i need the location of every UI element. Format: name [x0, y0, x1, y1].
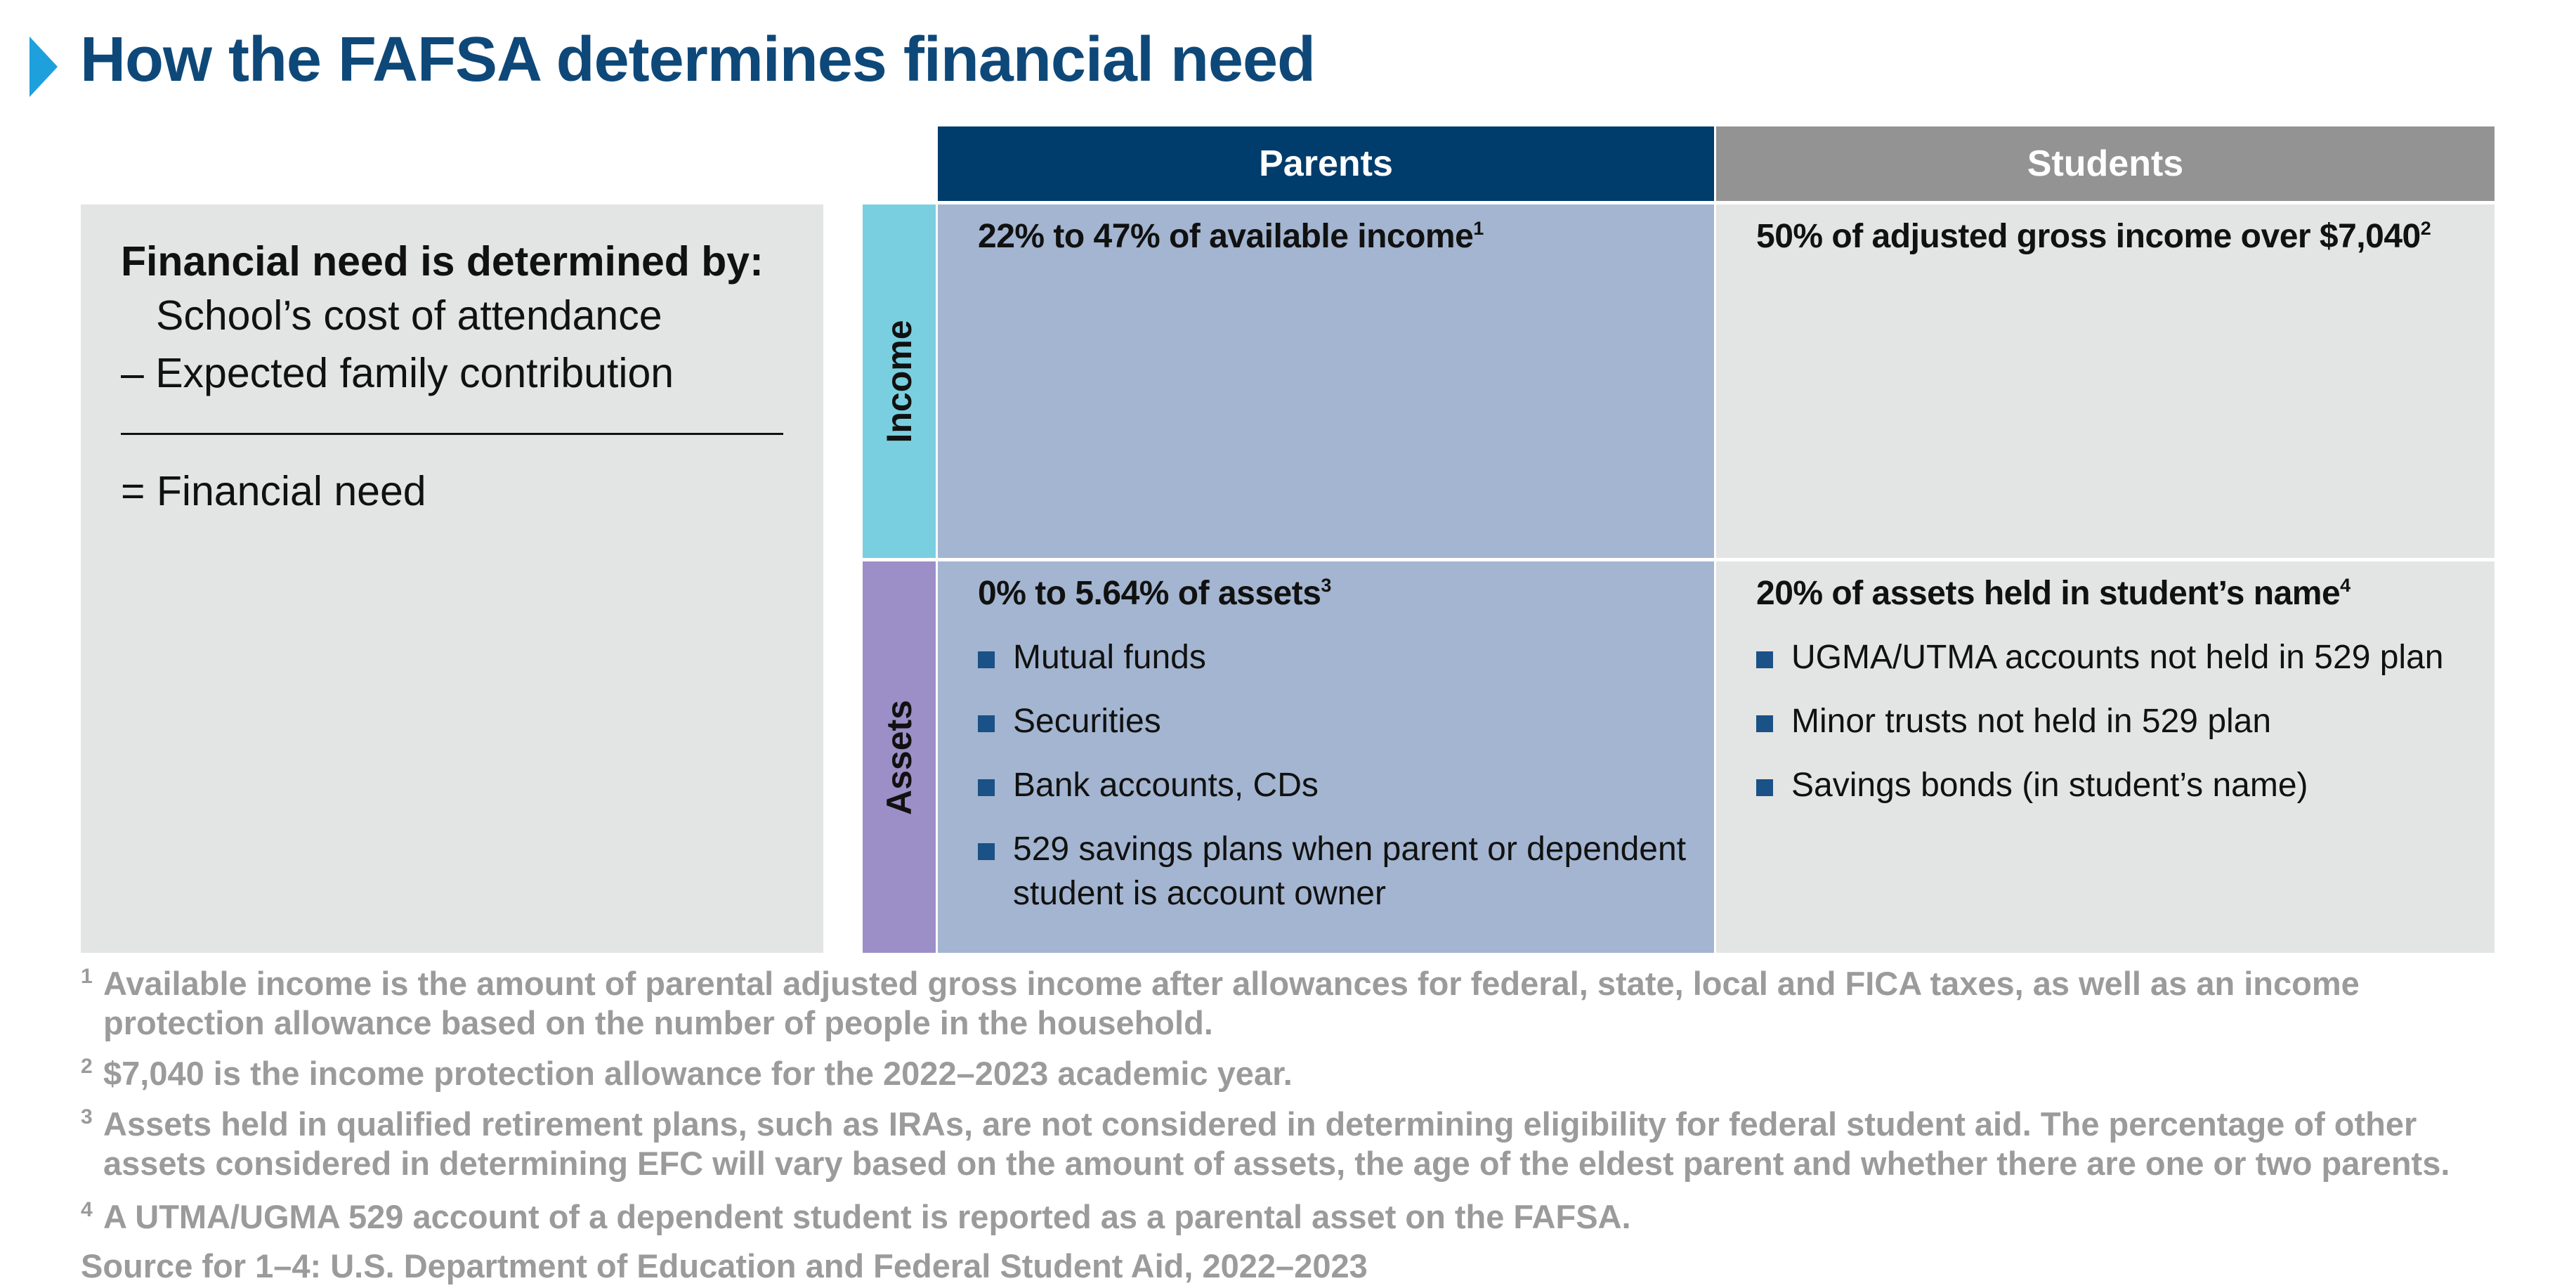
list-item: Minor trusts not held in 529 plan [1756, 699, 2443, 743]
formula-expected-contribution: – Expected family contribution [121, 350, 674, 396]
list-item: Savings bonds (in student’s name) [1756, 763, 2443, 807]
row-label-income-text: Income [880, 319, 919, 443]
footnote-text: $7,040 is the income protection allowanc… [103, 1055, 1293, 1092]
square-bullet-icon [1756, 715, 1773, 732]
list-item: UGMA/UTMA accounts not held in 529 plan [1756, 635, 2443, 679]
footnote-ref: 1 [1473, 218, 1484, 239]
footnote-ref: 2 [2420, 218, 2431, 239]
footnote-number: 4 [81, 1198, 93, 1221]
footnote-number: 3 [81, 1105, 93, 1128]
formula-divider [121, 433, 783, 435]
square-bullet-icon [1756, 779, 1773, 796]
bullet-list: Mutual funds Securities Bank accounts, C… [978, 635, 1714, 935]
square-bullet-icon [1756, 651, 1773, 668]
cell-title: 22% to 47% of available income1 [978, 218, 1484, 255]
footnote-number: 1 [81, 965, 93, 988]
formula-cost-of-attendance: School’s cost of attendance [156, 292, 662, 339]
source-line: Source for 1–4: U.S. Department of Educa… [81, 1247, 1368, 1284]
cell-parents-income: 22% to 47% of available income1 [938, 204, 1714, 558]
footnote-number: 2 [81, 1055, 93, 1078]
formula-result: = Financial need [121, 468, 426, 514]
list-item: Bank accounts, CDs [978, 763, 1714, 807]
square-bullet-icon [978, 651, 995, 668]
footnote-4: 4 A UTMA/UGMA 529 account of a dependent… [81, 1197, 2504, 1237]
formula-heading: Financial need is determined by: [121, 238, 764, 285]
list-item: Mutual funds [978, 635, 1714, 679]
footnote-text: Assets held in qualified retirement plan… [103, 1105, 2450, 1182]
cell-title: 50% of adjusted gross income over $7,040… [1756, 218, 2431, 255]
row-label-income: Income [863, 204, 936, 558]
footnote-ref: 3 [1321, 575, 1331, 596]
square-bullet-icon [978, 715, 995, 732]
page-title: How the FAFSA determines financial need [80, 25, 1316, 95]
list-item: Securities [978, 699, 1714, 743]
footnote-1: 1 Available income is the amount of pare… [81, 964, 2504, 1043]
footnote-text: Available income is the amount of parent… [103, 965, 2360, 1041]
square-bullet-icon [978, 843, 995, 860]
formula-box [81, 204, 823, 953]
row-label-assets-text: Assets [880, 699, 919, 815]
column-header-students: Students [1716, 126, 2495, 201]
cell-students-assets: 20% of assets held in student’s name4 UG… [1716, 561, 2495, 953]
list-item: 529 savings plans when parent or depende… [978, 827, 1714, 916]
cell-title: 0% to 5.64% of assets3 [978, 575, 1331, 612]
row-label-assets: Assets [863, 561, 936, 953]
footnote-ref: 4 [2340, 575, 2351, 596]
footnote-2: 2 $7,040 is the income protection allowa… [81, 1054, 2504, 1093]
cell-title: 20% of assets held in student’s name4 [1756, 575, 2351, 612]
bullet-list: UGMA/UTMA accounts not held in 529 plan … [1756, 635, 2443, 827]
cell-students-income: 50% of adjusted gross income over $7,040… [1716, 204, 2495, 558]
footnote-3: 3 Assets held in qualified retirement pl… [81, 1105, 2504, 1183]
column-header-parents: Parents [938, 126, 1714, 201]
square-bullet-icon [978, 779, 995, 796]
cell-parents-assets: 0% to 5.64% of assets3 Mutual funds Secu… [938, 561, 1714, 953]
footnote-text: A UTMA/UGMA 529 account of a dependent s… [103, 1198, 1631, 1235]
triangle-right-icon [30, 37, 58, 97]
